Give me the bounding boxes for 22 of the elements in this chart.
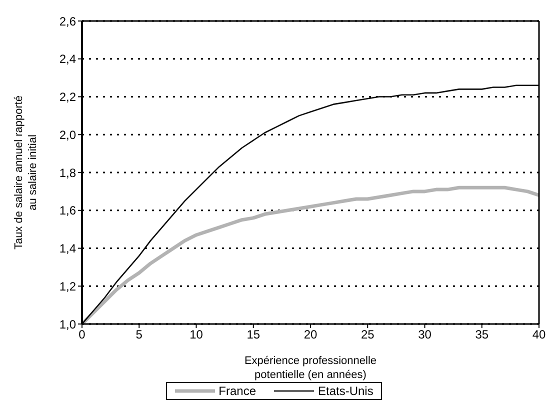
x-tick-label: 30 — [418, 328, 432, 342]
y-axis-title: Taux de salaire annuel rapporté au salaire initial — [13, 95, 39, 250]
x-tick-label: 40 — [532, 328, 546, 342]
y-tick-label: 2,6 — [59, 14, 76, 28]
y-tick-label: 2,4 — [59, 52, 76, 66]
y-tick-label: 2,2 — [59, 90, 76, 104]
y-tick-label: 1,8 — [59, 166, 76, 180]
x-tick-label: 20 — [304, 328, 318, 342]
x-tick-label: 5 — [136, 328, 143, 342]
x-tick-label: 10 — [190, 328, 204, 342]
x-tick-label: 15 — [246, 328, 260, 342]
y-tick-label: 1,0 — [59, 317, 76, 332]
y-tick-label: 1,6 — [59, 204, 76, 218]
legend-label: Etats-Unis — [317, 384, 374, 398]
x-axis-title: Expérience professionnelle potentielle (en années) — [244, 355, 377, 381]
y-tick-label: 1,4 — [59, 242, 76, 256]
x-tick-label: 0 — [78, 328, 86, 342]
y-tick-label: 1,2 — [59, 279, 76, 294]
x-tick-label: 35 — [475, 328, 489, 342]
x-tick-label: 25 — [360, 328, 375, 342]
y-tick-label: 2,0 — [59, 128, 76, 142]
legend-label: France — [218, 384, 256, 398]
